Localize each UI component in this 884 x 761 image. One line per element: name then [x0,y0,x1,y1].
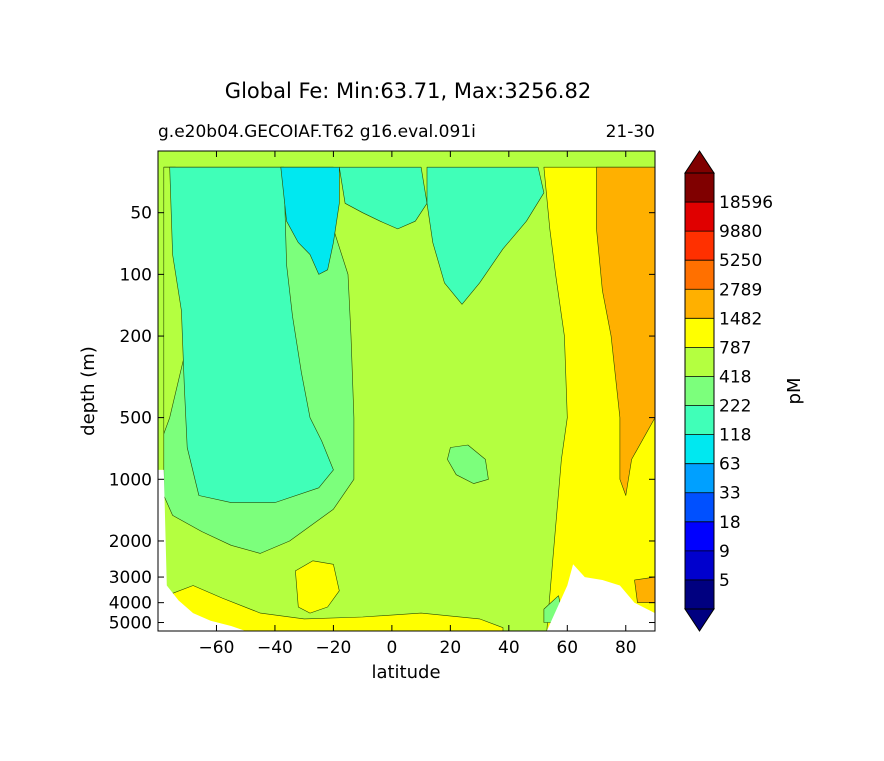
contour-region-8 [295,560,340,614]
colorbar-tick-label: 2789 [719,280,762,300]
colorbar-tick-label: 5250 [719,251,762,271]
y-tick-label: 100 [120,265,152,285]
contour-region-3 [280,166,340,275]
y-tick-label: 2000 [109,532,152,552]
colorbar: 5 9 18 33 63 118 222 418 787 1482 2789 5250 9880 1859… [684,150,773,632]
contour-region-7 [172,585,504,631]
colorbar-band [685,492,714,522]
y-tick-label: 4000 [109,594,152,614]
x-tick-label: 20 [440,638,462,658]
x-tick-label: −20 [315,638,351,658]
contour-region-2 [169,166,334,503]
colorbar-label: pM [784,378,805,405]
x-axis-label: latitude [371,662,440,683]
colorbar-band [685,231,714,261]
colorbar-tick-label: 63 [719,455,741,475]
chart-subtitle-left: g.e20b04.GECOIAF.T62 g16.eval.091i [158,122,476,142]
x-tick-label: −60 [199,638,235,658]
colorbar-band [685,463,714,493]
colorbar-tick-label: 1482 [719,309,762,329]
contour-region-10 [596,166,655,496]
y-tick-label: 3000 [109,568,152,588]
y-tick-label: 50 [130,204,152,224]
x-tick-label: 40 [498,638,520,658]
y-tick-label: 1000 [109,470,152,490]
colorbar-band [685,289,714,319]
colorbar-extend-min [684,608,715,632]
colorbar-band [685,173,714,203]
x-tick-label: 80 [615,638,637,658]
land-mask [158,469,655,631]
plot-frame [157,150,656,632]
y-axis-label: depth (m) [78,346,99,436]
chart-title: Global Fe: Min:63.71, Max:3256.82 [225,79,591,103]
colorbar-tick-label: 5 [719,571,730,591]
colorbar-tick-label: 222 [719,397,751,417]
colorbar-band [685,434,714,464]
colorbar-band [685,318,714,348]
colorbar-tick-label: 33 [719,484,741,504]
colorbar-tick-label: 9880 [719,222,762,242]
x-tick-label: 60 [556,638,578,658]
x-tick-label: 0 [386,638,397,658]
colorbar-tick-label: 18 [719,513,741,533]
colorbar-frame [684,172,715,610]
seafloor-mask-0 [158,469,246,631]
colorbar-band [685,202,714,232]
colorbar-band [685,550,714,580]
colorbar-tick-label: 9 [719,542,730,562]
y-tick-label: 500 [120,409,152,429]
colorbar-band [685,260,714,290]
y-tick-label: 200 [120,327,152,347]
contour-regions [163,166,655,631]
colorbar-tick-label: 118 [719,426,751,446]
colorbar-band [685,405,714,435]
y-tick-label: 5000 [109,614,152,634]
colorbar-band [685,521,714,551]
colorbar-tick-label: 418 [719,367,751,387]
contour-region-6 [447,444,489,484]
contour-region-5 [426,166,545,305]
colorbar-band [685,347,714,377]
seafloor-mask-1 [546,564,655,631]
colorbar-extend-max [684,150,715,174]
x-axis: −60 −40 −20 0 20 40 60 80 [199,151,637,658]
contour-region-4 [338,166,428,230]
x-tick-label: −40 [257,638,293,658]
colorbar-band [685,376,714,406]
colorbar-tick-label: 18596 [719,193,773,213]
chart-subtitle-right: 21-30 [606,122,655,142]
colorbar-tick-label: 787 [719,338,751,358]
contour-region-11 [634,576,655,604]
colorbar-band [685,579,714,609]
